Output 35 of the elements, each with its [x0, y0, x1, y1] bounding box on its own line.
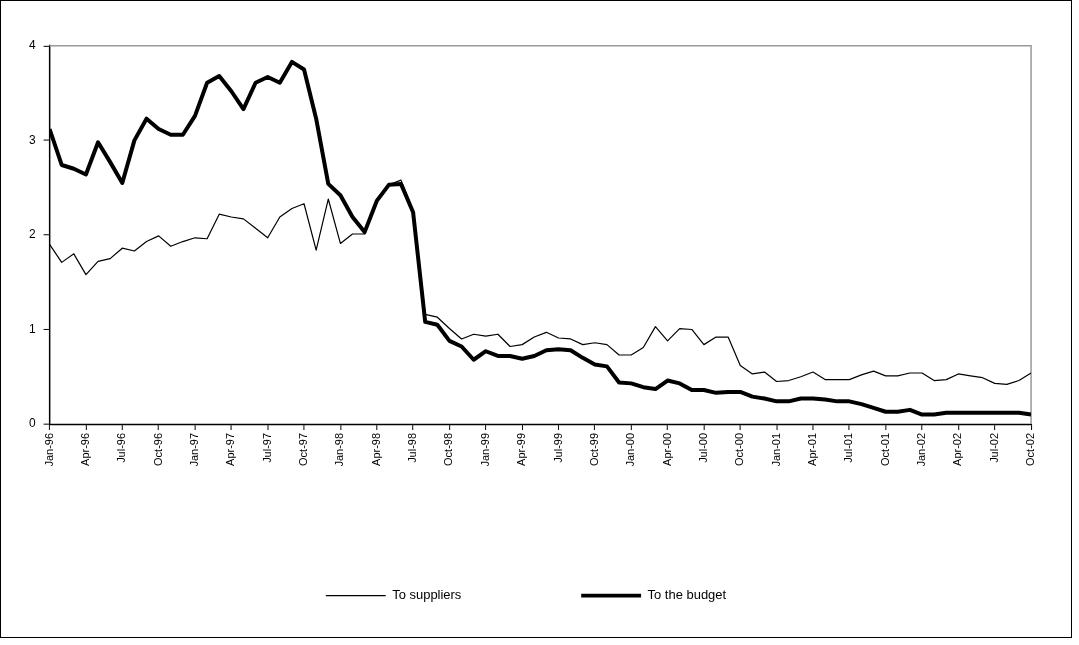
x-tick-label: Jul-02: [987, 433, 1000, 463]
x-tick-label: Apr-97: [224, 433, 237, 466]
legend-label: To the budget: [647, 587, 727, 603]
y-tick-label: 3: [28, 132, 36, 147]
x-tick-label: Oct-97: [297, 433, 310, 466]
x-tick-label: Jul-01: [842, 433, 855, 463]
x-tick-label: Jan-01: [769, 433, 782, 467]
x-tick-label: Apr-99: [515, 433, 528, 466]
x-tick-label: Jul-97: [260, 433, 273, 463]
x-tick-label: Jan-96: [42, 433, 55, 467]
x-tick-label: Oct-01: [878, 433, 891, 466]
x-tick-label: Jul-98: [406, 433, 419, 463]
x-tick-label: Apr-96: [78, 433, 91, 466]
x-tick-label: Jul-96: [115, 433, 128, 463]
y-tick-label: 1: [28, 321, 36, 336]
x-tick-label: Apr-01: [805, 433, 818, 466]
x-tick-label: Apr-00: [660, 433, 673, 466]
x-tick-label: Apr-02: [951, 433, 964, 466]
x-tick-label: Oct-99: [587, 433, 600, 466]
x-tick-label: Jan-99: [478, 433, 491, 467]
y-tick-label: 2: [28, 227, 36, 242]
x-tick-label: Jul-00: [696, 433, 709, 463]
x-tick-label: Oct-00: [733, 433, 746, 466]
x-tick-label: Oct-96: [151, 433, 164, 466]
x-tick-label: Oct-02: [1024, 433, 1037, 466]
y-tick-label: 0: [28, 416, 36, 431]
legend-label: To suppliers: [392, 587, 462, 603]
x-tick-label: Jul-99: [551, 433, 564, 463]
x-tick-label: Jan-98: [333, 433, 346, 467]
x-tick-label: Apr-98: [369, 433, 382, 466]
x-tick-label: Oct-98: [442, 433, 455, 466]
x-tick-label: Jan-00: [624, 433, 637, 467]
x-tick-label: Jan-02: [915, 433, 928, 467]
x-tick-label: Jan-97: [188, 433, 201, 467]
y-tick-label: 4: [28, 38, 36, 53]
